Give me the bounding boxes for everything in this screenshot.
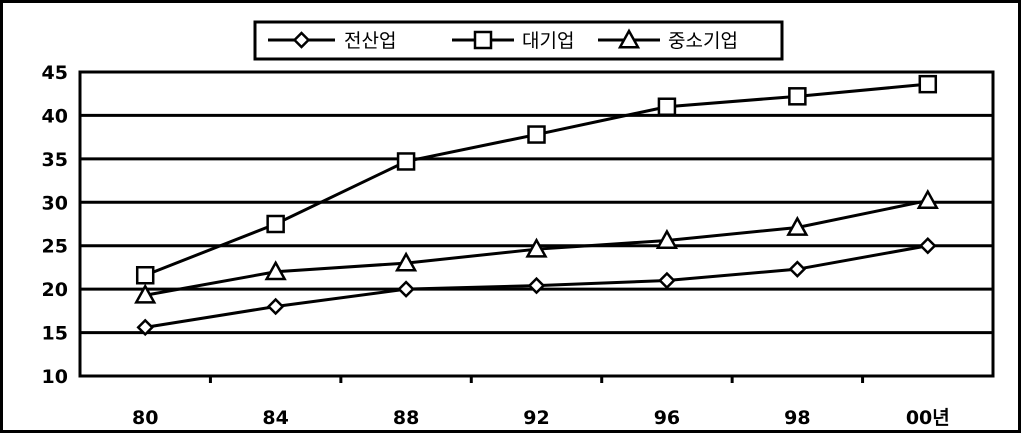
y-tick-label: 45 [42, 62, 68, 84]
x-tick-label: 96 [654, 407, 680, 429]
y-axis-ticks: 10 15 20 25 30 35 40 45 [42, 62, 68, 388]
series-layer [134, 74, 939, 337]
legend-marker-triangle [617, 28, 641, 49]
data-point-square [788, 87, 807, 106]
plot-border [78, 70, 995, 378]
x-tick-label: 88 [393, 407, 419, 429]
data-point-diamond [527, 276, 546, 295]
data-point-square [266, 214, 285, 234]
legend-marker-diamond [292, 31, 311, 49]
data-point-triangle [786, 215, 809, 236]
y-tick-label: 30 [42, 192, 68, 214]
legend-box [253, 20, 784, 61]
data-point-diamond [266, 297, 285, 316]
data-point-triangle [264, 260, 287, 281]
legend-label: 대기업 [522, 30, 574, 52]
y-tick-label: 25 [42, 236, 68, 258]
y-tick-label: 35 [42, 149, 68, 171]
data-point-triangle [525, 237, 548, 258]
y-tick-label: 20 [42, 279, 68, 301]
legend-label: 전산업 [344, 30, 396, 52]
data-point-square [135, 265, 155, 285]
data-point-square [396, 152, 416, 171]
data-point-triangle [916, 188, 939, 209]
y-tick-label: 10 [42, 366, 68, 388]
data-point-diamond [397, 280, 415, 298]
data-point-triangle [134, 283, 157, 304]
y-tick-label: 40 [42, 105, 68, 127]
x-tick-label: 80 [132, 407, 158, 429]
x-tick-label: 00년 [906, 407, 950, 429]
y-tick-label: 15 [42, 323, 68, 345]
data-point-triangle [655, 228, 679, 249]
data-point-triangle [394, 251, 418, 272]
legend-label: 중소기업 [668, 30, 738, 52]
data-point-diamond [658, 271, 676, 290]
data-point-square [657, 97, 677, 116]
plot-area [78, 70, 995, 383]
x-tick-label: 98 [784, 407, 810, 429]
data-point-square [527, 125, 546, 144]
legend-marker-square [473, 30, 493, 50]
x-axis-ticks: 80 84 88 92 96 98 00년 [132, 407, 950, 429]
legend: 전산업 대기업 중소기업 [253, 20, 784, 61]
data-point-diamond [788, 260, 807, 278]
x-tick-label: 84 [262, 407, 288, 429]
data-point-diamond [919, 236, 937, 255]
x-tick-label: 92 [523, 407, 549, 429]
data-point-square [918, 74, 938, 94]
data-point-diamond [136, 318, 154, 337]
